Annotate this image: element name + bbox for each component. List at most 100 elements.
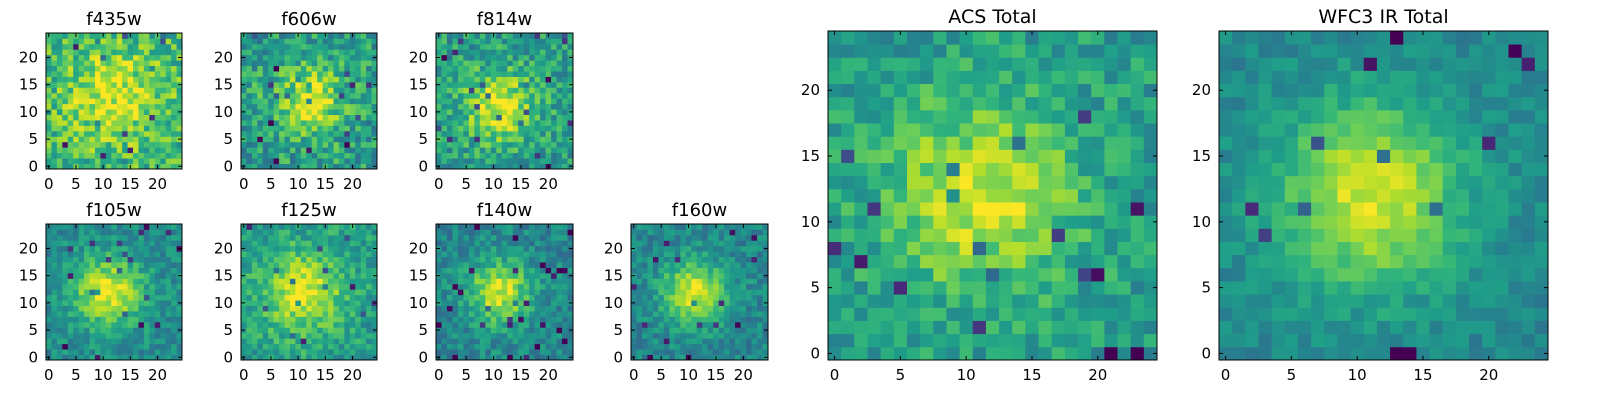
heatmap-cell <box>338 311 345 317</box>
heatmap-cell <box>143 109 150 115</box>
heatmap-cell <box>62 92 69 99</box>
heatmap-cell <box>959 241 974 256</box>
heatmap-cell <box>507 125 514 132</box>
heatmap-cell <box>562 272 568 279</box>
heatmap-cell <box>366 332 372 339</box>
heatmap-cell <box>647 229 654 236</box>
heatmap-cell <box>371 60 378 67</box>
heatmap-cell <box>160 256 167 263</box>
heatmap-cell <box>446 327 453 334</box>
heatmap-cell <box>338 316 345 323</box>
heatmap-cell <box>328 76 334 83</box>
heatmap-cell <box>540 256 546 263</box>
heatmap-cell <box>56 240 63 247</box>
heatmap-cell <box>366 234 372 241</box>
heatmap-cell <box>241 305 247 312</box>
heatmap-cell <box>262 125 269 132</box>
heatmap-cell <box>567 49 574 56</box>
heatmap-cell <box>507 33 514 39</box>
heatmap-cell <box>1078 254 1092 269</box>
heatmap-cell <box>149 33 156 39</box>
heatmap-cell <box>729 267 736 274</box>
heatmap-cell <box>176 38 183 45</box>
heatmap-cell <box>441 338 448 345</box>
heatmap-cell <box>534 267 541 274</box>
heatmap-cell <box>551 130 557 137</box>
heatmap-cell <box>490 38 497 45</box>
heatmap-cell <box>512 234 519 241</box>
heatmap-cell <box>1025 294 1039 308</box>
heatmap-cell <box>1064 188 1079 203</box>
heatmap-cell <box>246 229 253 236</box>
heatmap-cell <box>1078 202 1092 216</box>
x-tick-label: 10 <box>289 175 308 193</box>
heatmap-cell <box>457 76 464 83</box>
heatmap-cell <box>446 338 453 345</box>
x-tick-label: 0 <box>44 366 54 384</box>
heatmap-cell <box>512 256 519 263</box>
heatmap-cell <box>463 141 470 148</box>
heatmap-cell <box>111 141 118 148</box>
heatmap-cell <box>529 49 536 56</box>
heatmap-cell <box>436 103 442 110</box>
heatmap-cell <box>262 120 269 126</box>
heatmap-cell <box>371 120 378 126</box>
heatmap-cell <box>338 267 345 274</box>
heatmap-cell <box>1104 281 1118 295</box>
heatmap-cell <box>490 141 497 148</box>
heatmap-cell <box>468 272 475 279</box>
heatmap-cell <box>46 87 52 94</box>
heatmap-cell <box>138 316 145 323</box>
heatmap-cell <box>78 262 85 268</box>
heatmap-cell <box>246 272 253 279</box>
heatmap-cell <box>551 349 557 355</box>
x-tick-label: 0 <box>44 175 54 193</box>
heatmap-cell <box>540 81 546 88</box>
heatmap-cell <box>946 307 960 321</box>
heatmap-cell <box>545 125 552 132</box>
heatmap-cell <box>457 109 464 115</box>
heatmap-cell <box>73 120 80 126</box>
x-tick-label: 5 <box>461 366 471 384</box>
heatmap-cell <box>62 305 69 312</box>
heatmap-cell <box>485 278 492 285</box>
heatmap-cell <box>534 49 541 56</box>
heatmap-cell <box>746 278 752 285</box>
heatmap-cell <box>165 354 172 361</box>
heatmap-cell <box>474 71 481 77</box>
heatmap-cell <box>133 245 139 252</box>
heatmap-cell <box>366 267 372 274</box>
heatmap-cell <box>160 109 167 115</box>
heatmap-cell <box>479 130 486 137</box>
heatmap-cell <box>841 162 855 177</box>
heatmap-cell <box>371 130 378 137</box>
heatmap-cell <box>534 71 541 77</box>
heatmap-cell <box>529 316 536 323</box>
heatmap-cell <box>105 245 112 252</box>
heatmap-cell <box>241 147 247 154</box>
heatmap-cell <box>446 262 453 268</box>
heatmap-cell <box>257 305 264 312</box>
heatmap-cell <box>322 49 329 56</box>
heatmap-cell <box>452 92 459 99</box>
heatmap-cell <box>149 234 156 241</box>
heatmap-cell <box>452 300 459 306</box>
heatmap-cell <box>707 332 714 339</box>
heatmap-cell <box>300 327 307 334</box>
heatmap-cell <box>468 38 475 45</box>
heatmap-cell <box>338 54 345 61</box>
heatmap-cell <box>468 283 475 290</box>
heatmap-cell <box>746 294 752 301</box>
heatmap-cell <box>545 141 552 148</box>
x-tick-label: 15 <box>706 366 725 384</box>
heatmap-cell <box>556 81 563 88</box>
heatmap-cell <box>468 141 475 148</box>
heatmap-cell <box>512 294 519 301</box>
heatmap-cell <box>652 229 659 236</box>
heatmap-cell <box>534 141 541 148</box>
heatmap-cell <box>89 305 96 312</box>
heatmap-cell <box>436 278 442 285</box>
heatmap-cell <box>322 283 329 290</box>
heatmap-cell <box>501 60 508 67</box>
heatmap-cell <box>116 98 123 105</box>
